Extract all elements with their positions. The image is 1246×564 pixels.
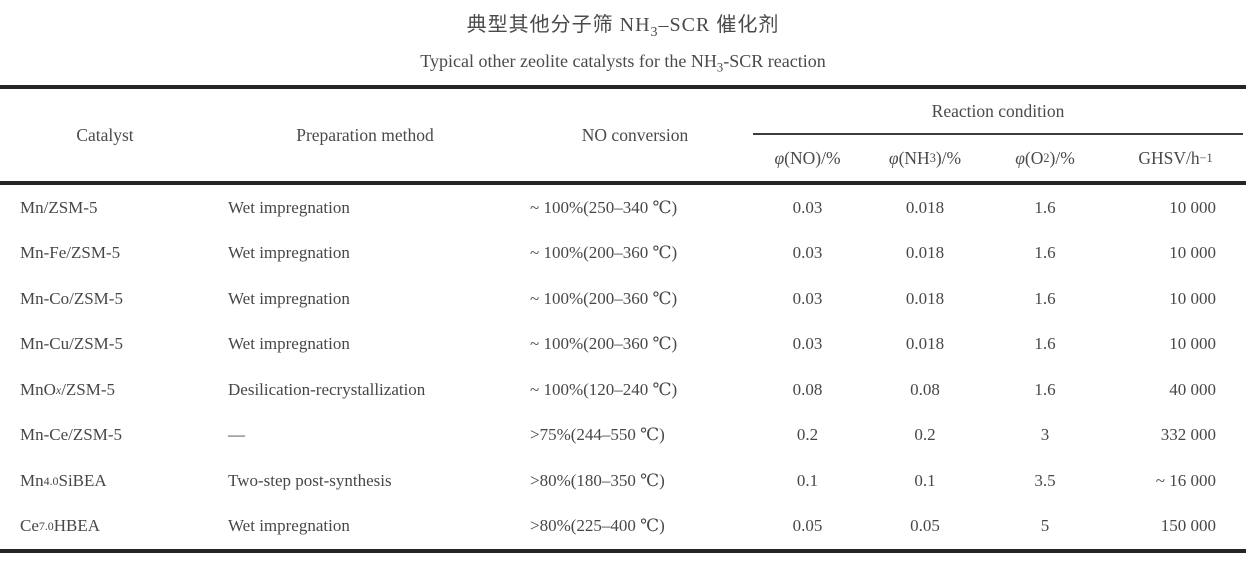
table-row: Mn 4.0 SiBEA Two-step post-synthesis >80%(… (0, 458, 1246, 504)
cell-phi-nh3: 0.018 (905, 243, 945, 263)
table-row: Mn-Fe/ZSM-5 Wet impregnation ~ 100%(200–… (0, 231, 1246, 277)
cell-ghsv: 40 000 (1169, 379, 1216, 399)
cell-preparation: Desilication-recrystallization (228, 379, 426, 399)
cell-no-conversion: ~ 100%(120–240 ℃) (530, 379, 678, 399)
cell-no-conversion: ~ 100%(200–360 ℃) (530, 288, 678, 308)
cell-no-conversion: ~ 100%(250–340 ℃) (530, 197, 678, 217)
table-top-rule (0, 85, 1246, 89)
cell-no-conversion: ~ 100%(200–360 ℃) (530, 243, 678, 263)
cell-preparation: — (228, 425, 245, 445)
table-row: Mn-Cu/ZSM-5 Wet impregnation ~ 100%(200–… (0, 322, 1246, 368)
cell-no-conversion: >80%(225–400 ℃) (530, 516, 665, 536)
cell-phi-no: 0.03 (792, 197, 823, 217)
cell-ghsv: 10 000 (1169, 197, 1216, 217)
cell-phi-no: 0.1 (796, 470, 819, 490)
table-row: Mn-Ce/ZSM-5 — >75%(244–550 ℃) 0.2 0.2 3 … (0, 413, 1246, 459)
cell-phi-nh3: 0.018 (905, 288, 945, 308)
cell-no-conversion: ~ 100%(200–360 ℃) (530, 334, 678, 354)
cell-preparation: Wet impregnation (228, 243, 350, 263)
table-body: Mn/ZSM-5 Wet impregnation ~ 100%(250–340… (0, 185, 1246, 549)
cell-phi-nh3: 0.05 (910, 516, 940, 536)
col-header-phi-no: φ (NO)/% (774, 147, 841, 168)
cell-preparation: Wet impregnation (228, 197, 350, 217)
table-row: Mn-Co/ZSM-5 Wet impregnation ~ 100%(200–… (0, 276, 1246, 322)
cell-ghsv: 332 000 (1160, 425, 1216, 445)
cell-catalyst: Ce 7.0 HBEA (20, 516, 101, 536)
col-header-catalyst: Catalyst (76, 124, 134, 145)
table-row: Ce 7.0 HBEA Wet impregnation >80%(225–400 … (0, 504, 1246, 550)
table-title-english: Typical other zeolite catalysts for the … (420, 51, 826, 75)
table-header: Catalyst Preparation method NO conversio… (0, 89, 1246, 181)
cell-ghsv: ~ 16 000 (1155, 470, 1216, 490)
cell-phi-nh3: 0.018 (905, 334, 945, 354)
col-header-phi-nh3: φ (NH 3)/% (888, 147, 962, 168)
cell-catalyst: MnO x/ZSM-5 (20, 379, 116, 399)
cell-ghsv: 150 000 (1160, 516, 1216, 536)
cell-phi-no: 0.2 (796, 425, 819, 445)
cell-phi-no: 0.03 (792, 288, 823, 308)
cell-phi-no: 0.03 (792, 243, 823, 263)
cell-catalyst: Mn-Ce/ZSM-5 (20, 425, 122, 445)
cell-catalyst: Mn 4.0 SiBEA (20, 470, 107, 490)
cell-ghsv: 10 000 (1169, 288, 1216, 308)
cell-phi-nh3: 0.2 (914, 425, 936, 445)
cell-preparation: Wet impregnation (228, 334, 350, 354)
cell-catalyst: Mn-Fe/ZSM-5 (20, 243, 121, 263)
col-header-phi-o2: φ (O 2)/% (1015, 147, 1075, 168)
table-row: Mn/ZSM-5 Wet impregnation ~ 100%(250–340… (0, 185, 1246, 231)
cell-phi-nh3: 0.018 (905, 197, 945, 217)
cell-phi-o2: 1.6 (1034, 379, 1056, 399)
table-title-chinese: 典型其他分子筛 NH3–SCR 催化剂 (466, 14, 780, 40)
col-header-no-conversion: NO conversion (581, 124, 689, 145)
cell-ghsv: 10 000 (1169, 334, 1216, 354)
cell-no-conversion: >75%(244–550 ℃) (530, 425, 665, 445)
cell-preparation: Two-step post-synthesis (228, 470, 392, 490)
cell-phi-no: 0.05 (792, 516, 823, 536)
table-bottom-rule (0, 549, 1246, 553)
cell-phi-o2: 5 (1040, 516, 1050, 536)
cell-phi-o2: 1.6 (1034, 288, 1056, 308)
cell-phi-o2: 3 (1040, 425, 1050, 445)
table-row: MnO x/ZSM-5 Desilication-recrystallizatio… (0, 367, 1246, 413)
cell-phi-o2: 1.6 (1034, 243, 1056, 263)
col-header-preparation-method: Preparation method (296, 124, 434, 145)
cell-catalyst: Mn/ZSM-5 (20, 197, 98, 217)
cell-catalyst: Mn-Cu/ZSM-5 (20, 334, 123, 354)
cell-catalyst: Mn-Co/ZSM-5 (20, 288, 123, 308)
cell-preparation: Wet impregnation (228, 516, 350, 536)
cell-phi-o2: 3.5 (1034, 470, 1056, 490)
cell-phi-o2: 1.6 (1034, 197, 1056, 217)
cell-phi-no: 0.08 (792, 379, 823, 399)
cell-no-conversion: >80%(180–350 ℃) (530, 470, 665, 490)
col-header-ghsv: GHSV/h −1 (1138, 147, 1213, 168)
cell-ghsv: 10 000 (1169, 243, 1216, 263)
cell-phi-o2: 1.6 (1034, 334, 1056, 354)
table-header-rule (0, 181, 1246, 185)
cell-preparation: Wet impregnation (228, 288, 350, 308)
cell-phi-nh3: 0.1 (914, 470, 936, 490)
col-header-reaction-condition: Reaction condition (753, 89, 1243, 135)
cell-phi-nh3: 0.08 (910, 379, 940, 399)
cell-phi-no: 0.03 (792, 334, 823, 354)
